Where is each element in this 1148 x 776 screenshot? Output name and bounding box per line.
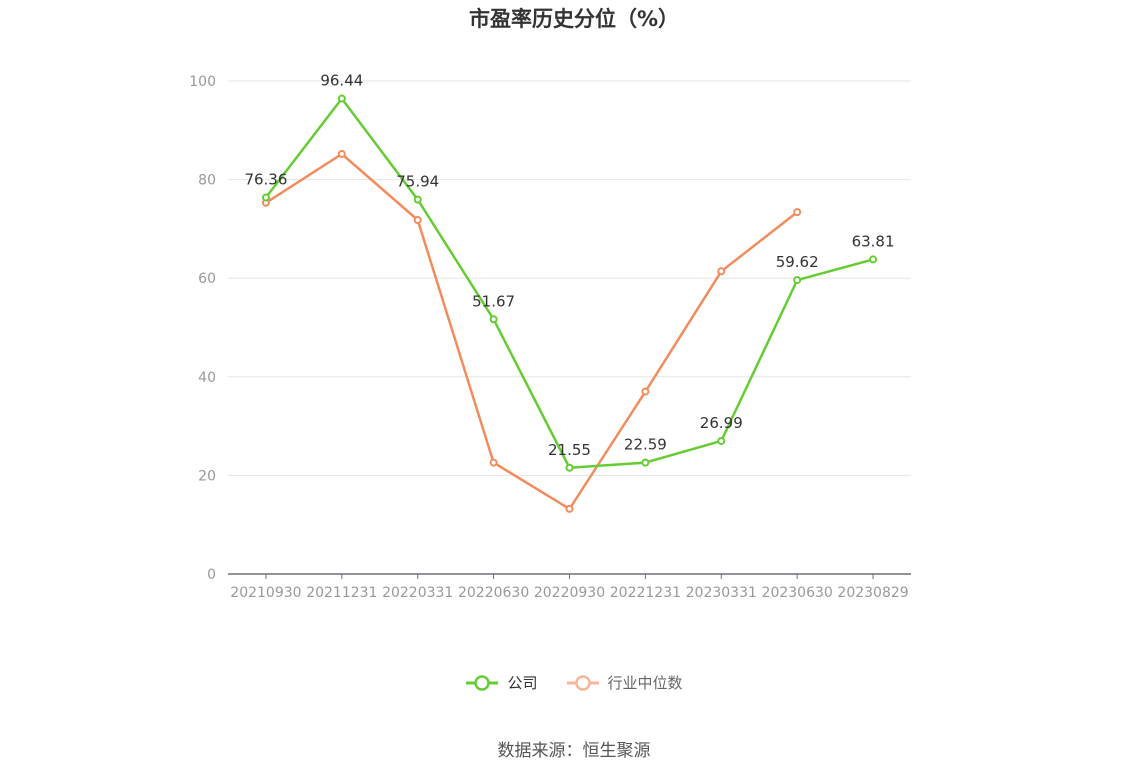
y-tick-label: 40: [198, 370, 216, 386]
data-point-company: [489, 315, 498, 324]
data-point-industry: [489, 458, 498, 467]
x-tick-label: 20220630: [458, 585, 529, 601]
x-tick-label: 20230630: [762, 585, 833, 601]
data-label: 51.67: [472, 292, 515, 310]
data-label: 75.94: [396, 173, 439, 191]
x-tick-label: 20220930: [534, 585, 605, 601]
legend: 公司 行业中位数: [0, 672, 1148, 693]
series-line-company: [264, 97, 874, 470]
data-point-company: [793, 276, 802, 285]
y-tick-label: 0: [207, 567, 216, 583]
data-point-industry: [717, 267, 726, 276]
data-label: 96.44: [320, 72, 363, 90]
data-point-industry: [641, 387, 650, 396]
data-point-industry: [565, 504, 574, 513]
data-point-company: [337, 94, 346, 103]
data-point-company: [869, 255, 878, 264]
legend-item-company[interactable]: 公司: [465, 672, 538, 693]
data-point-company: [261, 193, 270, 202]
data-label: 59.62: [776, 253, 819, 271]
data-point-industry: [793, 208, 802, 217]
legend-company-label: 公司: [507, 674, 538, 692]
data-point-industry: [413, 216, 422, 225]
data-label: 26.99: [700, 414, 743, 432]
series-lines: [261, 94, 878, 513]
x-tick-label: 20230829: [837, 585, 908, 601]
data-label: 21.55: [548, 441, 591, 459]
y-tick-label: 20: [198, 468, 216, 484]
chart-title: 市盈率历史分位（%）: [469, 7, 679, 31]
series-line-industry: [265, 152, 798, 511]
data-source: 数据来源：恒生聚源: [497, 741, 651, 761]
data-point-company: [565, 463, 574, 472]
y-tick-label: 60: [198, 271, 216, 287]
x-tick-label: 20230331: [686, 585, 757, 601]
x-tick-label: 20210930: [230, 585, 301, 601]
legend-company-symbol-icon: [466, 674, 499, 691]
data-label: 76.36: [244, 171, 287, 189]
data-point-industry: [337, 149, 346, 158]
y-tick-label: 100: [189, 74, 216, 90]
x-tick-label: 20220331: [382, 585, 453, 601]
x-tick-label: 20211231: [306, 585, 377, 601]
axes: 0 20 40 60 80 100 20210930 20211231 20220331 2022…: [189, 74, 911, 601]
data-point-company: [641, 458, 650, 467]
legend-industry-label: 行业中位数: [607, 674, 683, 692]
data-point-company: [717, 436, 726, 445]
data-label: 22.59: [624, 436, 667, 454]
data-point-company: [413, 195, 422, 204]
data-labels: 76.36 96.44 75.94 51.67 21.55 22.59 26.99 59.62…: [244, 72, 894, 459]
legend-industry-symbol-icon: [566, 674, 599, 691]
legend-item-industry[interactable]: 行业中位数: [566, 672, 683, 693]
data-label: 63.81: [852, 232, 895, 250]
y-tick-label: 80: [198, 173, 216, 189]
grid-lines: [228, 80, 911, 476]
x-tick-label: 20221231: [610, 585, 681, 601]
